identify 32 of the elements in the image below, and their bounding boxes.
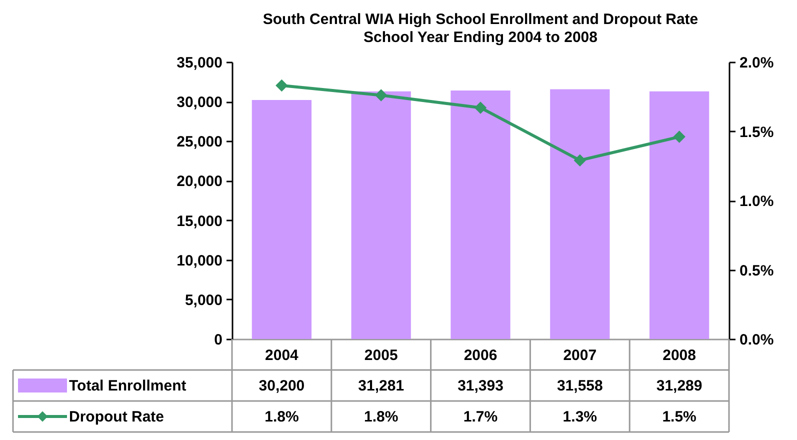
x-tick-label: 2006 <box>464 347 498 364</box>
data-label: 31,393 <box>458 378 504 394</box>
x-tick-label: 2004 <box>265 347 300 364</box>
legend-label: Dropout Rate <box>69 408 164 426</box>
y2-tick-label: 2.0% <box>740 54 774 72</box>
x-tick-label: 2005 <box>364 347 398 364</box>
data-label: 1.5% <box>662 408 696 426</box>
data-label: 31,289 <box>656 378 702 394</box>
data-label: 1.3% <box>562 408 597 426</box>
data-label: 1.8% <box>264 408 299 426</box>
y2-tick-label: 0.5% <box>740 262 774 280</box>
x-tick-label: 2007 <box>563 347 597 364</box>
data-label: 30,200 <box>258 378 305 394</box>
legend-label: Total Enrollment <box>69 378 186 394</box>
data-label: 1.7% <box>463 408 498 426</box>
x-tick-label: 2008 <box>662 347 696 364</box>
data-label: 31,558 <box>556 378 603 394</box>
chart-title: South Central WIA High School Enrollment and Dropout Rate <box>262 11 698 28</box>
y-tick-label: 35,000 <box>176 54 222 72</box>
y-tick-label: 20,000 <box>176 173 222 190</box>
chart-subtitle: School Year Ending 2004 to 2008 <box>364 29 598 46</box>
y2-tick-label: 1.0% <box>740 193 774 210</box>
y-tick-label: 15,000 <box>176 212 222 230</box>
data-label: 31,281 <box>358 378 404 394</box>
y-tick-label: 10,000 <box>176 252 222 270</box>
y-tick-label: 25,000 <box>176 134 222 151</box>
y2-tick-label: 0.0% <box>740 332 774 348</box>
y2-tick-label: 1.5% <box>740 124 774 141</box>
y-tick-label: 0 <box>214 332 222 348</box>
y-tick-label: 5,000 <box>184 292 222 309</box>
data-label: 1.8% <box>364 408 398 426</box>
y-tick-label: 30,000 <box>176 94 222 112</box>
